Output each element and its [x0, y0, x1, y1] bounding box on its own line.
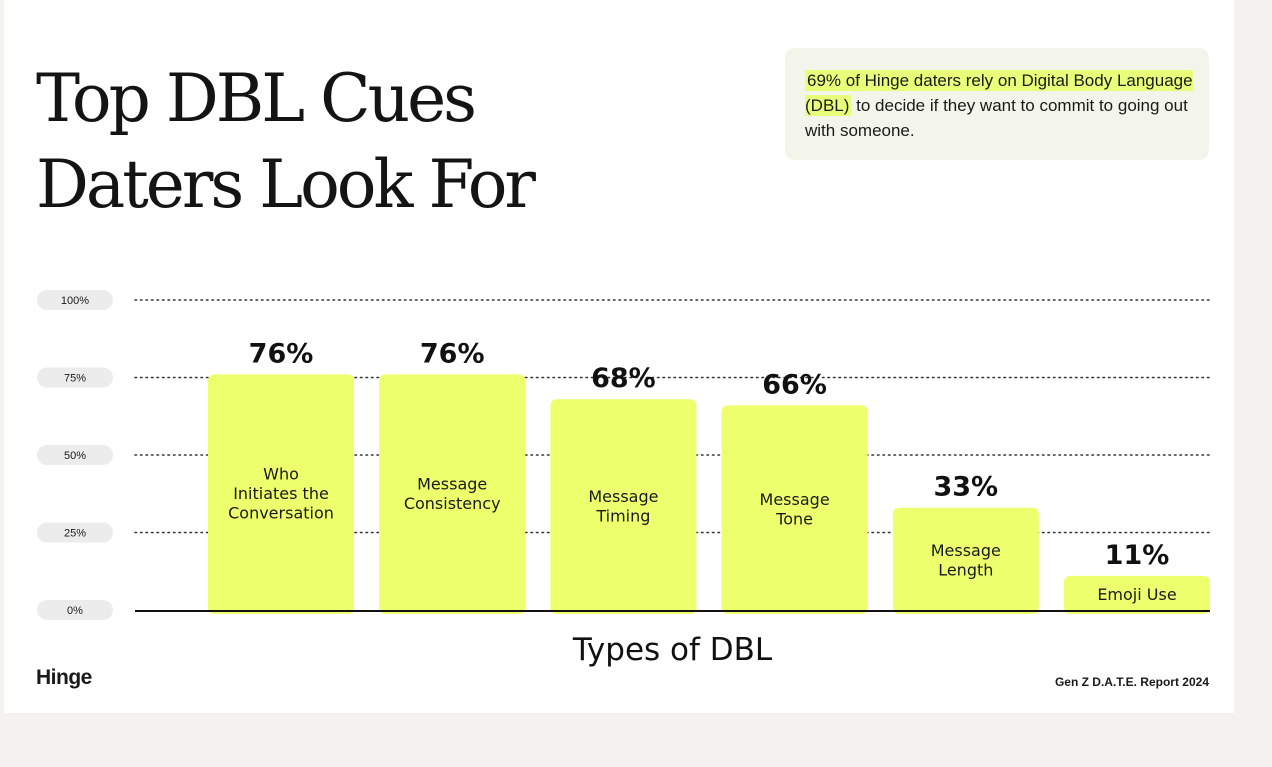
bar	[892, 507, 1039, 614]
y-tick-pill	[37, 522, 113, 543]
callout-text: 69% of Hinge daters rely on Digital Body…	[805, 68, 1200, 143]
category-label: Message Tone	[760, 490, 830, 529]
data-label: 33%	[933, 472, 998, 503]
bar	[1064, 575, 1210, 614]
data-label: 11%	[1105, 540, 1170, 571]
y-tick-label: 0%	[67, 605, 83, 617]
x-axis-title: Types of DBL	[572, 632, 773, 668]
source-note: Gen Z D.A.T.E. Report 2024	[1054, 675, 1209, 689]
bar	[550, 399, 697, 614]
bar	[721, 405, 868, 614]
category-label: Message Consistency	[404, 474, 501, 513]
y-tick-label: 25%	[64, 528, 86, 540]
bar	[208, 374, 354, 614]
y-tick-pill	[37, 367, 113, 388]
category-label: Emoji Use	[1097, 585, 1176, 604]
y-tick-label: 50%	[64, 450, 86, 462]
y-tick-label: 75%	[64, 373, 86, 385]
callout-rest: to decide if they want to commit to goin…	[805, 96, 1188, 140]
callout-box: 69% of Hinge daters rely on Digital Body…	[785, 48, 1209, 160]
category-label: Message Timing	[588, 487, 658, 525]
y-tick-pill	[37, 600, 113, 620]
y-tick-pill	[37, 445, 113, 465]
data-label: 68%	[591, 363, 656, 394]
page-title: Top DBL Cues Daters Look For	[36, 60, 536, 223]
category-label: Who Initiates the Conversation	[228, 465, 334, 523]
y-axis-ticks: 0% 25% 50% 75% 100%	[37, 290, 113, 620]
category-label: Message Length	[931, 541, 1001, 580]
data-label: 66%	[762, 369, 827, 400]
y-tick-pill	[37, 290, 113, 310]
bar	[379, 374, 526, 614]
hinge-logo: Hinge	[36, 666, 92, 689]
data-label: 76%	[249, 338, 314, 369]
y-tick-label: 100%	[61, 295, 89, 307]
data-label: 76%	[420, 338, 485, 369]
bars: 76% Who Initiates the Conversation 76% Messag…	[208, 338, 1210, 614]
